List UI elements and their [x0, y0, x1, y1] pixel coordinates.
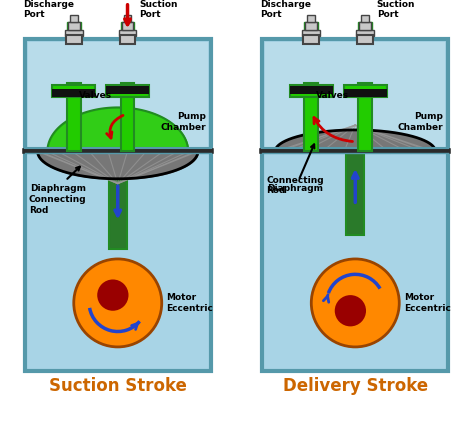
- Bar: [303, 35, 319, 44]
- Bar: [304, 83, 318, 151]
- Bar: [122, 22, 133, 30]
- Text: Diaphragm: Diaphragm: [267, 144, 323, 193]
- Bar: [357, 35, 373, 44]
- Bar: [358, 22, 372, 42]
- Bar: [124, 15, 131, 22]
- Bar: [305, 22, 317, 30]
- Bar: [118, 30, 137, 36]
- Bar: [25, 39, 210, 372]
- Bar: [265, 42, 445, 151]
- Circle shape: [311, 259, 399, 347]
- Bar: [52, 85, 95, 97]
- Text: Pump
Chamber: Pump Chamber: [398, 112, 443, 132]
- Circle shape: [74, 259, 162, 347]
- Bar: [67, 83, 81, 151]
- Bar: [67, 22, 81, 42]
- Bar: [106, 86, 149, 94]
- Text: Suction Stroke: Suction Stroke: [49, 377, 187, 395]
- Bar: [290, 85, 333, 97]
- Text: Suction
Port: Suction Port: [377, 0, 415, 19]
- Bar: [52, 89, 95, 97]
- Text: Motor
Eccentric: Motor Eccentric: [404, 293, 451, 313]
- Bar: [106, 85, 149, 97]
- Bar: [302, 30, 320, 36]
- Bar: [70, 15, 78, 22]
- Text: Suction
Port: Suction Port: [139, 0, 178, 19]
- Bar: [68, 22, 80, 30]
- Bar: [290, 86, 333, 94]
- Text: Valves: Valves: [79, 91, 112, 100]
- Text: Connecting
Rod: Connecting Rod: [266, 176, 324, 195]
- Bar: [109, 157, 127, 249]
- Bar: [344, 89, 387, 97]
- Text: Delivery Stroke: Delivery Stroke: [283, 377, 428, 395]
- Bar: [361, 15, 369, 22]
- Bar: [358, 83, 372, 151]
- Text: Discharge
Port: Discharge Port: [260, 0, 311, 19]
- Bar: [65, 30, 82, 36]
- Bar: [344, 85, 387, 97]
- Text: Motor
Eccentric: Motor Eccentric: [167, 293, 213, 313]
- Bar: [307, 15, 315, 22]
- Bar: [346, 137, 364, 234]
- Bar: [359, 22, 371, 30]
- Bar: [263, 39, 448, 372]
- Bar: [28, 42, 208, 151]
- Bar: [356, 30, 374, 36]
- Text: Discharge
Port: Discharge Port: [23, 0, 74, 19]
- Text: Diaphragm: Diaphragm: [30, 167, 86, 193]
- Bar: [121, 22, 134, 42]
- Text: Pump
Chamber: Pump Chamber: [160, 112, 206, 132]
- Circle shape: [97, 280, 128, 311]
- Bar: [120, 35, 136, 44]
- Text: Connecting
Rod: Connecting Rod: [29, 196, 86, 215]
- Text: Valves: Valves: [316, 91, 349, 100]
- Bar: [304, 22, 318, 42]
- Bar: [66, 35, 82, 44]
- Circle shape: [335, 295, 366, 326]
- Bar: [121, 83, 134, 151]
